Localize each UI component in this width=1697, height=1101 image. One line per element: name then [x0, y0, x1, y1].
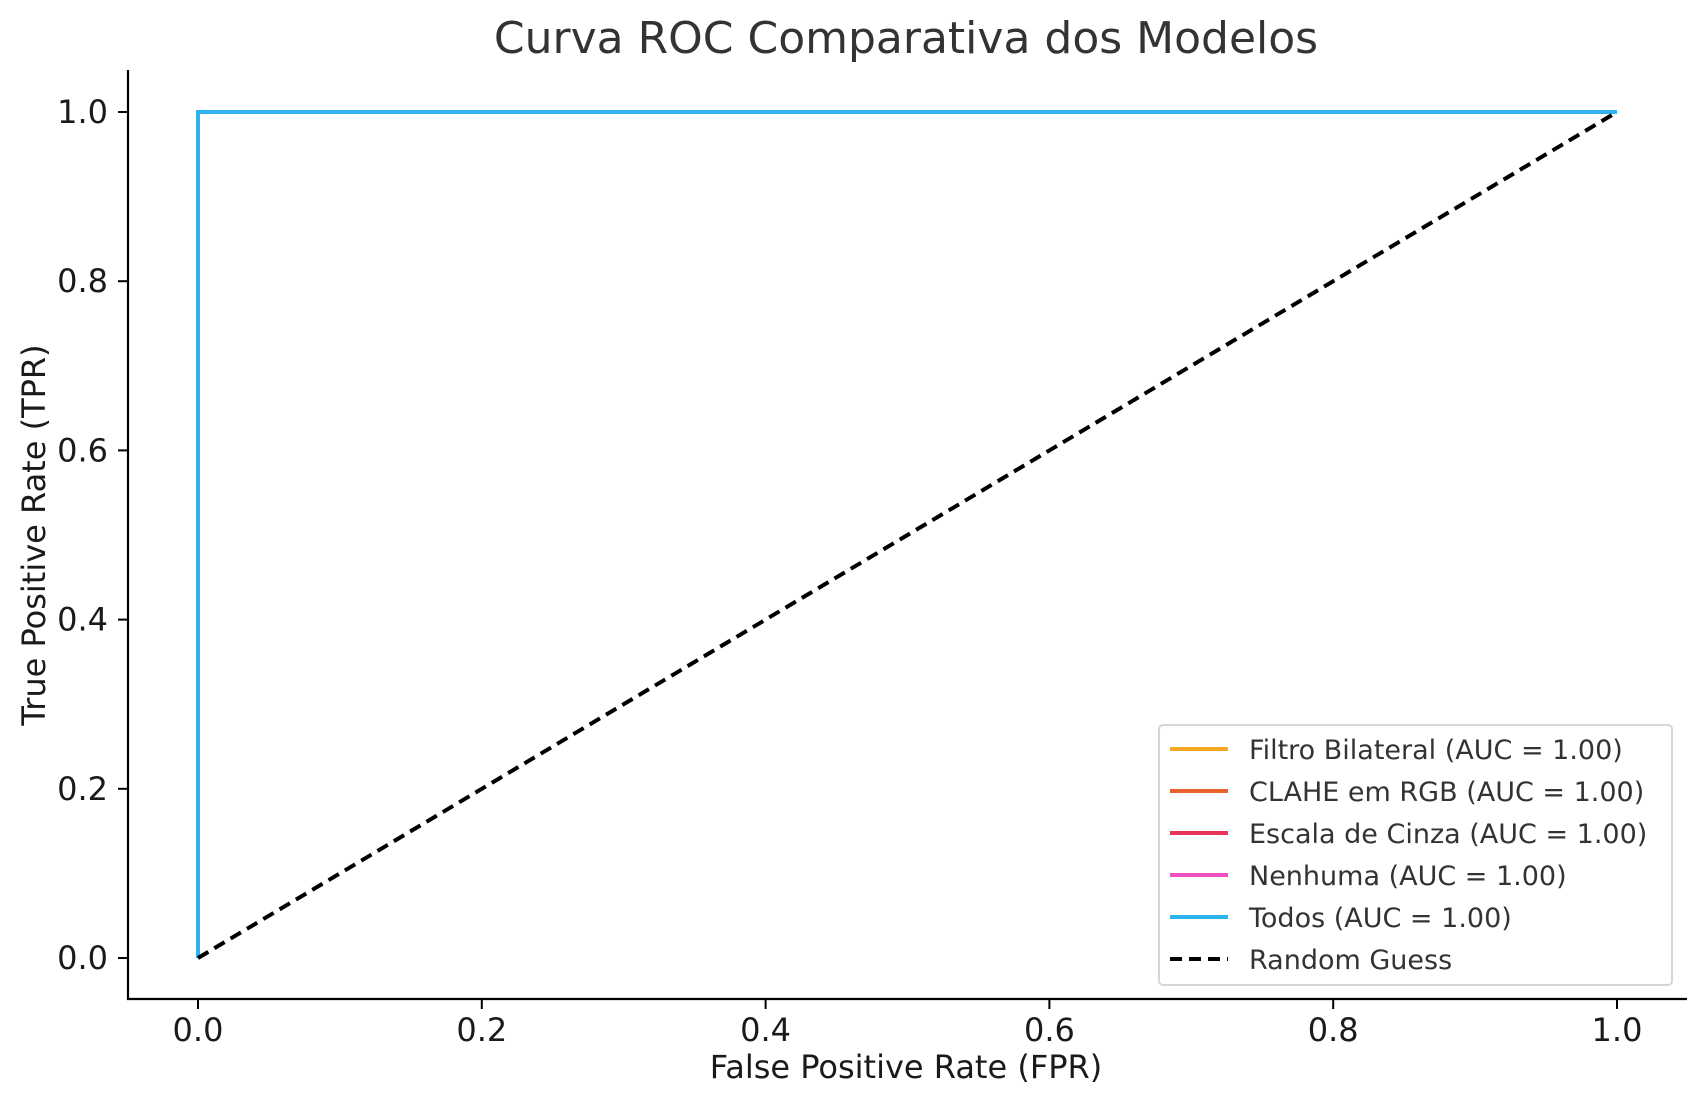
- series-line-5: [196, 110, 1619, 960]
- y-tick-label: 0.8: [57, 262, 108, 300]
- x-tick-label: 0.4: [740, 1011, 791, 1049]
- legend-box: [1158, 724, 1673, 986]
- legend-label: Filtro Bilateral (AUC = 1.00): [1249, 735, 1623, 766]
- legend-label: Nenhuma (AUC = 1.00): [1249, 861, 1567, 892]
- legend-label: Escala de Cinza (AUC = 1.00): [1249, 819, 1647, 850]
- x-tick-label: 0.2: [456, 1011, 507, 1049]
- y-tick-label: 1.0: [57, 93, 108, 131]
- y-tick-label: 0.4: [57, 601, 108, 639]
- series-line-4: [196, 110, 1617, 958]
- x-axis-label: False Positive Rate (FPR): [710, 1048, 1102, 1086]
- legend: Filtro Bilateral (AUC = 1.00) CLAHE em RG…: [1158, 724, 1673, 986]
- x-tick-label: 1.0: [1592, 1011, 1643, 1049]
- legend-label: CLAHE em RGB (AUC = 1.00): [1249, 777, 1644, 808]
- y-tick-label: 0.2: [57, 770, 108, 808]
- x-tick-label: 0.8: [1308, 1011, 1359, 1049]
- y-axis-label: True Positive Rate (TPR): [15, 344, 53, 726]
- x-tick-label: 0.6: [1024, 1011, 1075, 1049]
- y-tick-label: 0.6: [57, 431, 108, 469]
- y-tick-label: 0.0: [57, 939, 108, 977]
- x-tick-label: 0.0: [173, 1011, 224, 1049]
- legend-label: Todos (AUC = 1.00): [1248, 903, 1512, 934]
- chart-title: Curva ROC Comparativa dos Modelos: [494, 13, 1318, 64]
- series-layer: [196, 110, 1619, 960]
- ticks-layer: 0.0 0.2 0.4 0.6 0.8 1.0 0.0 0.2 0.4 0.6 0.8 1.0: [57, 93, 1642, 1049]
- legend-label: Random Guess: [1249, 945, 1452, 976]
